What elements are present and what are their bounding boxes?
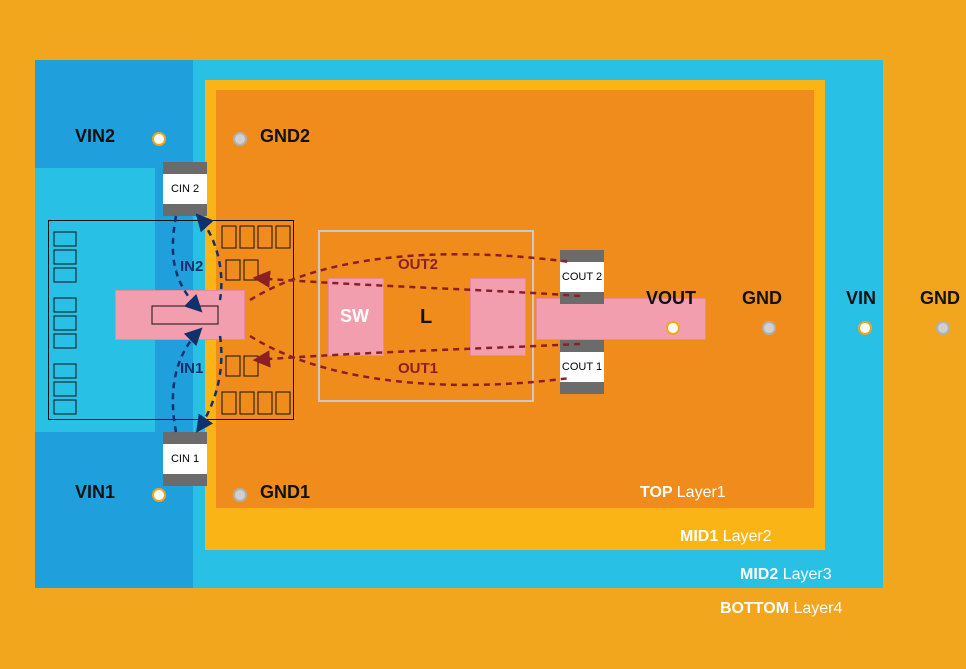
via-vin-outer bbox=[858, 321, 872, 335]
label-vin-outer: VIN bbox=[846, 288, 876, 309]
label-vin1: VIN1 bbox=[75, 482, 115, 503]
label-out2: OUT2 bbox=[398, 256, 438, 273]
label-sw: SW bbox=[340, 306, 369, 327]
legend-bottom-bold: BOTTOM bbox=[720, 600, 789, 617]
label-gnd-outer: GND bbox=[920, 288, 960, 309]
cout2-label: COUT 2 bbox=[560, 262, 604, 292]
via-vin2 bbox=[152, 132, 166, 146]
legend-mid1: MID1 Layer2 bbox=[680, 528, 772, 546]
legend-top-bold: TOP bbox=[640, 484, 672, 501]
cap-end bbox=[560, 292, 604, 304]
cout1: COUT 1 bbox=[560, 340, 604, 394]
via-vin1 bbox=[152, 488, 166, 502]
cap-end bbox=[560, 382, 604, 394]
legend-bottom-dim: Layer4 bbox=[793, 600, 842, 617]
via-gnd-right bbox=[762, 321, 776, 335]
label-vout: VOUT bbox=[646, 288, 696, 309]
legend-mid2-dim: Layer3 bbox=[783, 566, 832, 583]
chip-outline bbox=[48, 220, 294, 420]
cap-end bbox=[560, 340, 604, 352]
cap-end bbox=[560, 250, 604, 262]
cout1-label: COUT 1 bbox=[560, 352, 604, 382]
legend-mid2: MID2 Layer3 bbox=[740, 566, 832, 584]
cin2-label: CIN 2 bbox=[163, 174, 207, 204]
legend-mid2-bold: MID2 bbox=[740, 566, 778, 583]
label-out1: OUT1 bbox=[398, 360, 438, 377]
label-gnd: GND bbox=[742, 288, 782, 309]
legend-top-dim: Layer1 bbox=[677, 484, 726, 501]
legend-mid1-bold: MID1 bbox=[680, 528, 718, 545]
legend-mid1-dim: Layer2 bbox=[723, 528, 772, 545]
cout2: COUT 2 bbox=[560, 250, 604, 304]
label-in2: IN2 bbox=[180, 258, 203, 275]
cap-end bbox=[163, 432, 207, 444]
label-gnd1: GND1 bbox=[260, 482, 310, 503]
legend-top: TOP Layer1 bbox=[640, 484, 726, 502]
via-gnd2 bbox=[233, 132, 247, 146]
cin2: CIN 2 bbox=[163, 162, 207, 216]
cin1-label: CIN 1 bbox=[163, 444, 207, 474]
via-gnd1 bbox=[233, 488, 247, 502]
cap-end bbox=[163, 474, 207, 486]
label-gnd2: GND2 bbox=[260, 126, 310, 147]
cin1: CIN 1 bbox=[163, 432, 207, 486]
cap-end bbox=[163, 204, 207, 216]
label-in1: IN1 bbox=[180, 360, 203, 377]
via-vout bbox=[666, 321, 680, 335]
vin2-block bbox=[35, 60, 193, 168]
legend-bottom: BOTTOM Layer4 bbox=[720, 600, 842, 618]
label-vin2: VIN2 bbox=[75, 126, 115, 147]
via-gnd-outer bbox=[936, 321, 950, 335]
label-l: L bbox=[420, 306, 432, 329]
cap-end bbox=[163, 162, 207, 174]
pcb-layer-diagram: CIN 2 CIN 1 COUT 2 COUT 1 VIN2 VIN1 GND2… bbox=[0, 0, 966, 669]
